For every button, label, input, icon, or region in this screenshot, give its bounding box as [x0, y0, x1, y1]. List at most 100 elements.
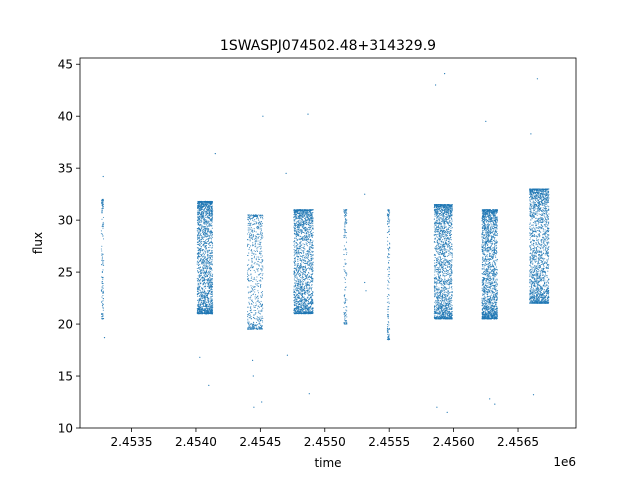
data-point [209, 204, 211, 207]
data-point [299, 247, 301, 249]
data-point [203, 213, 205, 215]
data-point [197, 205, 199, 207]
data-point [252, 323, 255, 325]
data-point [310, 234, 312, 236]
data-point [203, 255, 205, 257]
data-point [346, 222, 348, 224]
data-point [197, 290, 199, 292]
data-point [295, 289, 297, 291]
data-point [206, 227, 208, 230]
data-point [312, 231, 314, 234]
data-point [203, 284, 205, 286]
data-point [252, 267, 254, 269]
data-point [249, 280, 251, 282]
data-point [256, 318, 258, 320]
data-point [206, 259, 208, 261]
data-point [305, 291, 307, 293]
data-point [261, 310, 263, 312]
data-point [302, 301, 304, 303]
data-point [200, 254, 202, 256]
data-point [208, 309, 210, 311]
data-point [102, 238, 105, 240]
data-point [210, 213, 212, 215]
data-point [197, 281, 199, 283]
data-point [253, 238, 255, 240]
data-point [256, 237, 258, 239]
data-point [310, 214, 312, 216]
data-point [205, 235, 207, 237]
data-point [199, 239, 201, 242]
data-point [196, 293, 198, 295]
data-point [255, 318, 257, 320]
data-point [299, 245, 302, 248]
data-point [302, 283, 304, 285]
data-point [249, 297, 251, 299]
data-point [304, 210, 306, 212]
data-point [206, 225, 208, 227]
data-point [304, 248, 306, 250]
data-point [312, 219, 314, 221]
data-point [307, 239, 309, 241]
data-point [388, 280, 390, 282]
data-point [304, 312, 306, 314]
data-point [257, 263, 259, 265]
data-point [303, 300, 305, 302]
data-point [205, 287, 207, 289]
data-point [297, 244, 299, 246]
data-point [206, 313, 208, 315]
data-point [257, 227, 259, 229]
data-point [206, 220, 208, 222]
data-point [211, 255, 214, 257]
data-point [203, 302, 205, 304]
data-point [309, 276, 311, 278]
data-point [307, 302, 309, 304]
data-point [196, 263, 198, 265]
data-point [307, 237, 309, 239]
data-point [247, 292, 249, 294]
data-point [201, 294, 203, 296]
data-point [197, 283, 199, 285]
data-point [206, 207, 208, 209]
data-point [207, 312, 209, 314]
data-point [307, 258, 309, 260]
data-point [250, 318, 253, 320]
data-point [197, 206, 199, 209]
data-point [208, 201, 210, 203]
data-point [102, 276, 104, 278]
data-point [197, 208, 199, 210]
data-point [448, 287, 450, 289]
data-point [260, 245, 262, 247]
data-point [307, 307, 309, 309]
data-point [305, 213, 307, 215]
data-point [293, 229, 295, 231]
data-point [251, 325, 253, 327]
data-point [211, 225, 213, 227]
data-point [209, 206, 211, 208]
data-point [197, 210, 199, 212]
data-point [204, 231, 207, 233]
data-point [203, 215, 205, 217]
data-point [301, 302, 303, 304]
data-point [255, 324, 257, 326]
data-point [311, 283, 313, 286]
data-point [253, 216, 255, 219]
data-point [304, 305, 306, 307]
data-point [200, 310, 202, 312]
data-point [312, 278, 314, 280]
data-point [387, 240, 389, 242]
data-point [102, 264, 104, 266]
data-point [311, 251, 313, 254]
data-point [200, 272, 202, 274]
data-point [387, 284, 389, 286]
data-point [197, 299, 199, 301]
data-point [205, 214, 207, 217]
data-point [204, 293, 206, 295]
data-point [345, 320, 347, 322]
data-point [200, 207, 203, 209]
data-point [206, 260, 208, 262]
data-point [306, 287, 308, 289]
data-point [294, 304, 296, 306]
data-point [303, 247, 305, 249]
data-point [388, 209, 390, 211]
data-point [388, 334, 390, 336]
